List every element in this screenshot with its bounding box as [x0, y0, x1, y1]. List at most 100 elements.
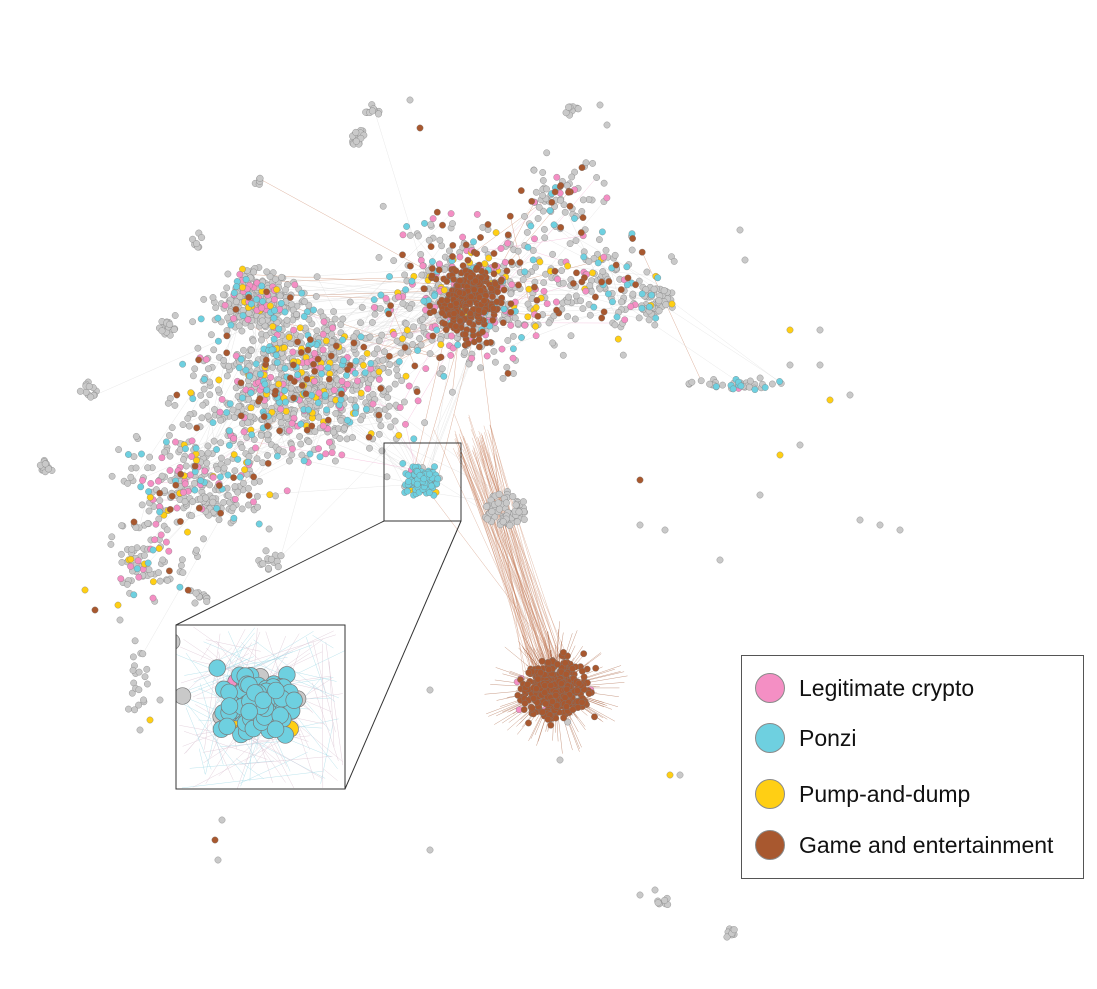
network-node-ponzi	[234, 456, 242, 463]
network-edge	[332, 327, 430, 482]
network-node-game	[549, 698, 556, 705]
network-node-unlabeled	[507, 290, 515, 298]
network-node-unlabeled	[245, 309, 253, 317]
network-node-unlabeled	[816, 361, 824, 369]
network-node-unlabeled	[417, 251, 425, 258]
network-node-unlabeled	[204, 449, 212, 457]
network-node-legit	[289, 445, 296, 453]
network-node-game	[475, 336, 483, 343]
network-node-unlabeled	[176, 634, 181, 650]
network-node-unlabeled	[577, 297, 584, 305]
network-node-unlabeled	[579, 196, 587, 204]
network-node-unlabeled	[220, 291, 227, 299]
network-node-game	[524, 680, 531, 688]
network-edge	[476, 452, 543, 699]
network-node-game	[632, 281, 639, 289]
network-node-unlabeled	[578, 208, 586, 215]
network-node-game	[557, 182, 565, 189]
network-node-game	[272, 387, 279, 395]
network-edge	[312, 635, 334, 649]
network-node-unlabeled	[236, 293, 244, 300]
network-node-game	[260, 413, 268, 420]
network-node-ponzi	[361, 369, 369, 377]
network-node-game	[503, 267, 511, 275]
network-node-unlabeled	[661, 526, 669, 534]
network-node-ponzi	[751, 386, 759, 393]
network-node-legit	[139, 477, 146, 484]
network-node-game	[499, 319, 507, 327]
network-node-unlabeled	[166, 452, 174, 460]
network-node-unlabeled	[535, 203, 543, 211]
network-node-unlabeled	[313, 273, 321, 281]
network-node-ponzi	[267, 681, 285, 700]
network-node-legit	[540, 287, 548, 295]
network-node-legit	[277, 405, 285, 413]
network-node-unlabeled	[426, 686, 434, 694]
network-node-legit	[315, 445, 322, 452]
network-node-game	[598, 314, 606, 322]
network-node-legit	[414, 397, 422, 405]
network-node-unlabeled	[274, 563, 282, 571]
network-node-unlabeled	[256, 174, 264, 182]
network-node-unlabeled	[564, 313, 571, 320]
network-node-game	[560, 714, 567, 722]
network-node-game	[578, 278, 586, 286]
network-node-game	[504, 231, 512, 239]
network-node-unlabeled	[203, 598, 211, 605]
network-node-game	[308, 422, 316, 430]
network-node-legit	[127, 563, 134, 570]
network-node-game	[217, 509, 224, 517]
network-node-unlabeled	[144, 680, 151, 688]
network-node-unlabeled	[504, 337, 512, 344]
network-node-game	[500, 286, 508, 294]
network-node-unlabeled	[716, 556, 724, 564]
network-node-game	[592, 293, 599, 301]
network-node-legit	[311, 377, 318, 385]
network-node-unlabeled	[495, 505, 503, 513]
network-node-unlabeled	[390, 257, 398, 264]
network-node-game	[541, 689, 549, 696]
network-node-game	[573, 269, 580, 277]
network-node-ponzi	[272, 351, 280, 359]
network-node-game	[477, 287, 485, 294]
network-node-unlabeled	[416, 335, 423, 342]
network-node-ponzi	[197, 315, 205, 323]
network-node-unlabeled	[145, 566, 153, 573]
network-node-game	[551, 267, 559, 275]
network-node-ponzi	[156, 508, 163, 516]
network-node-unlabeled	[210, 346, 218, 354]
network-node-unlabeled	[524, 300, 532, 308]
network-edge	[499, 281, 661, 290]
network-node-ponzi	[306, 450, 314, 458]
network-node-unlabeled	[179, 556, 186, 564]
network-node-game	[490, 250, 498, 257]
network-node-game	[256, 395, 264, 402]
network-edge	[183, 743, 194, 755]
network-node-legit	[390, 331, 398, 338]
network-node-unlabeled	[415, 232, 422, 240]
network-node-game	[385, 310, 393, 318]
network-node-unlabeled	[688, 378, 696, 386]
network-node-unlabeled	[593, 174, 600, 181]
network-node-ponzi	[316, 453, 324, 461]
network-node-unlabeled	[371, 310, 379, 318]
network-node-ponzi	[281, 308, 289, 316]
network-node-ponzi	[646, 303, 653, 311]
network-node-game	[456, 289, 463, 297]
network-node-game	[483, 339, 491, 347]
network-edge	[283, 322, 440, 358]
network-node-unlabeled	[645, 316, 653, 324]
network-node-unlabeled	[374, 345, 381, 353]
network-node-unlabeled	[209, 498, 217, 506]
network-node-game	[579, 214, 587, 221]
network-node-ponzi	[138, 450, 145, 458]
network-node-unlabeled	[118, 559, 126, 566]
network-node-legit	[250, 498, 257, 506]
network-node-unlabeled	[189, 235, 197, 243]
network-node-legit	[290, 326, 297, 334]
network-node-legit	[151, 536, 159, 544]
network-node-ponzi	[429, 258, 436, 265]
network-node-legit	[163, 538, 170, 546]
network-node-game	[426, 302, 434, 310]
network-edge	[472, 451, 562, 689]
